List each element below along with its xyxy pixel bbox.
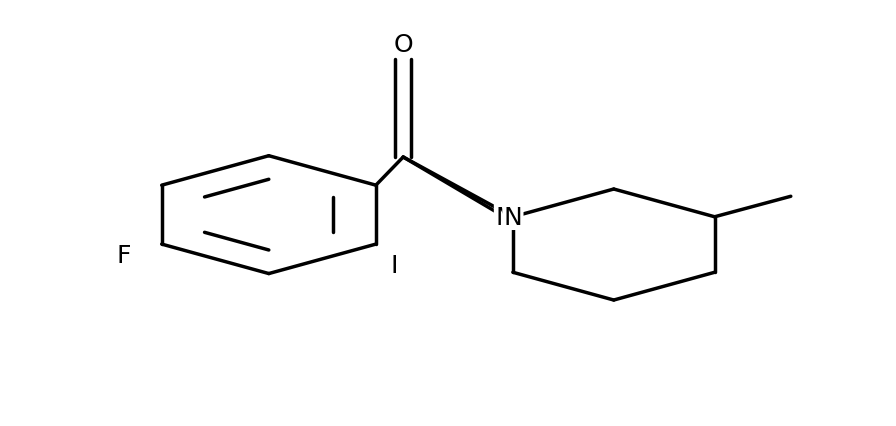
Text: N: N: [495, 205, 513, 229]
Text: O: O: [393, 33, 413, 57]
Text: I: I: [390, 254, 398, 278]
Text: N: N: [504, 205, 522, 229]
Text: F: F: [116, 243, 132, 267]
